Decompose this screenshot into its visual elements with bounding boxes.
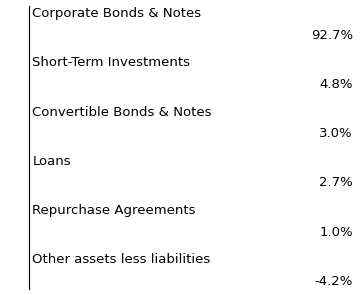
Text: Corporate Bonds & Notes: Corporate Bonds & Notes (32, 7, 202, 20)
Text: 92.7%: 92.7% (311, 29, 353, 42)
Text: Loans: Loans (32, 155, 71, 168)
Text: Short-Term Investments: Short-Term Investments (32, 56, 190, 69)
Text: 2.7%: 2.7% (319, 176, 353, 189)
Text: 3.0%: 3.0% (319, 127, 353, 140)
Text: 1.0%: 1.0% (319, 226, 353, 239)
Text: -4.2%: -4.2% (314, 275, 353, 288)
Text: Repurchase Agreements: Repurchase Agreements (32, 204, 196, 217)
Text: 4.8%: 4.8% (319, 78, 353, 91)
Text: Other assets less liabilities: Other assets less liabilities (32, 253, 211, 266)
Text: Convertible Bonds & Notes: Convertible Bonds & Notes (32, 106, 212, 119)
